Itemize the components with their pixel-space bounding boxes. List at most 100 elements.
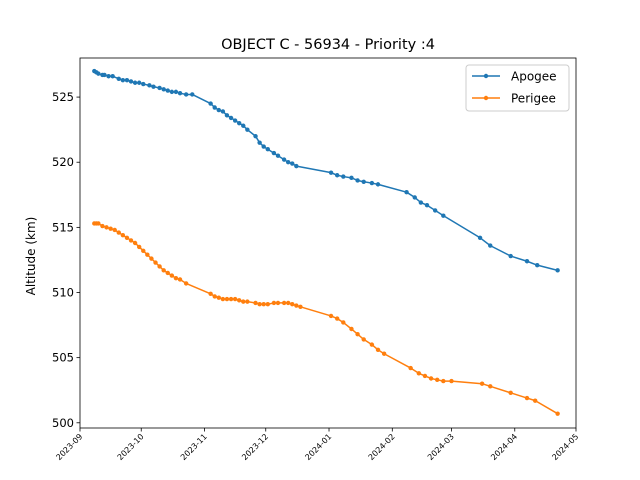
data-point-perigee (479, 381, 485, 386)
data-point-apogee (220, 109, 226, 114)
data-point-perigee (116, 230, 121, 235)
data-point-perigee (173, 275, 179, 281)
data-point-apogee (141, 81, 146, 87)
data-point-perigee (290, 302, 295, 307)
data-point-apogee (165, 88, 170, 93)
data-point-apogee (524, 259, 530, 264)
data-point-perigee (112, 227, 117, 233)
data-point-apogee (424, 203, 430, 208)
data-point-perigee (375, 347, 381, 353)
data-point-perigee (224, 296, 230, 302)
data-point-perigee (132, 240, 138, 246)
data-point-perigee (128, 238, 134, 243)
data-point-apogee (110, 74, 115, 79)
y-tick-label: 500 (52, 416, 74, 430)
data-point-perigee (355, 332, 360, 337)
data-point-perigee (232, 296, 238, 302)
data-point-perigee (555, 411, 560, 416)
legend-label-perigee: Perigee (511, 92, 556, 106)
data-point-apogee (369, 180, 375, 186)
data-point-perigee (241, 299, 246, 304)
y-axis: 500 505 510 515 520 525 (52, 90, 80, 430)
data-point-perigee (177, 277, 183, 282)
data-point-apogee (212, 105, 217, 110)
data-point-apogee (120, 77, 126, 83)
data-point-perigee (328, 313, 334, 319)
data-point-apogee (281, 157, 287, 162)
data-point-apogee (216, 107, 221, 113)
data-point-perigee (524, 395, 530, 401)
data-point-apogee (328, 170, 334, 175)
legend-marker-apogee (483, 73, 489, 79)
data-point-perigee (253, 300, 258, 306)
data-point-apogee (128, 79, 134, 84)
data-point-apogee (261, 144, 266, 149)
data-point-perigee (408, 365, 413, 371)
data-point-perigee (369, 342, 375, 347)
data-point-apogee (106, 74, 111, 79)
data-point-perigee (441, 378, 446, 384)
data-point-apogee (535, 262, 540, 268)
data-point-apogee (237, 120, 242, 126)
data-point-apogee (157, 85, 162, 91)
data-point-apogee (116, 76, 121, 82)
data-point-perigee (136, 244, 142, 250)
data-point-perigee (100, 223, 105, 229)
data-point-apogee (190, 92, 195, 97)
data-point-apogee (334, 173, 340, 178)
data-point-apogee (294, 163, 299, 169)
data-point-apogee (271, 150, 277, 156)
data-point-apogee (132, 80, 138, 85)
data-point-apogee (241, 123, 246, 128)
data-point-apogee (488, 243, 493, 248)
legend: Apogee Perigee (465, 64, 570, 112)
data-point-perigee (220, 296, 226, 302)
data-point-apogee (441, 213, 446, 218)
data-point-perigee (261, 302, 266, 307)
legend-label-apogee: Apogee (511, 70, 557, 84)
y-tick-label: 505 (52, 351, 74, 365)
data-point-apogee (147, 83, 152, 88)
data-point-perigee (294, 303, 299, 308)
data-point-perigee (120, 232, 126, 238)
y-tick-label: 520 (52, 155, 74, 169)
data-point-perigee (286, 300, 291, 306)
data-point-perigee (334, 316, 340, 321)
data-point-perigee (124, 235, 130, 240)
data-point-perigee (161, 268, 166, 273)
data-point-perigee (298, 304, 303, 310)
data-point-perigee (183, 281, 189, 286)
data-point-perigee (108, 226, 113, 231)
data-point-perigee (141, 248, 146, 254)
data-point-perigee (157, 264, 162, 269)
data-point-perigee (169, 273, 175, 278)
data-point-perigee (165, 270, 170, 276)
data-point-apogee (102, 72, 107, 78)
data-point-apogee (418, 200, 424, 205)
y-axis-label: Altitude (km) (24, 217, 38, 296)
plot-area (92, 68, 560, 416)
data-point-perigee (245, 299, 250, 304)
data-point-apogee (477, 235, 483, 240)
data-point-perigee (237, 298, 242, 303)
data-point-perigee (96, 221, 101, 226)
data-point-apogee (257, 140, 262, 145)
data-point-perigee (145, 252, 150, 257)
data-point-apogee (508, 253, 513, 259)
data-point-apogee (136, 80, 142, 85)
data-point-perigee (281, 300, 287, 306)
data-point-apogee (177, 90, 183, 96)
data-point-apogee (228, 115, 234, 121)
data-point-apogee (404, 189, 409, 195)
y-tick-label: 510 (52, 286, 74, 300)
data-point-apogee (275, 153, 281, 158)
data-point-apogee (286, 160, 291, 165)
data-point-perigee (104, 225, 109, 230)
data-point-apogee (355, 178, 360, 183)
data-point-perigee (228, 296, 234, 302)
data-point-perigee (275, 300, 281, 306)
data-point-perigee (153, 260, 158, 265)
data-point-apogee (375, 182, 381, 187)
y-tick-label: 525 (52, 90, 74, 104)
data-point-perigee (216, 295, 221, 300)
